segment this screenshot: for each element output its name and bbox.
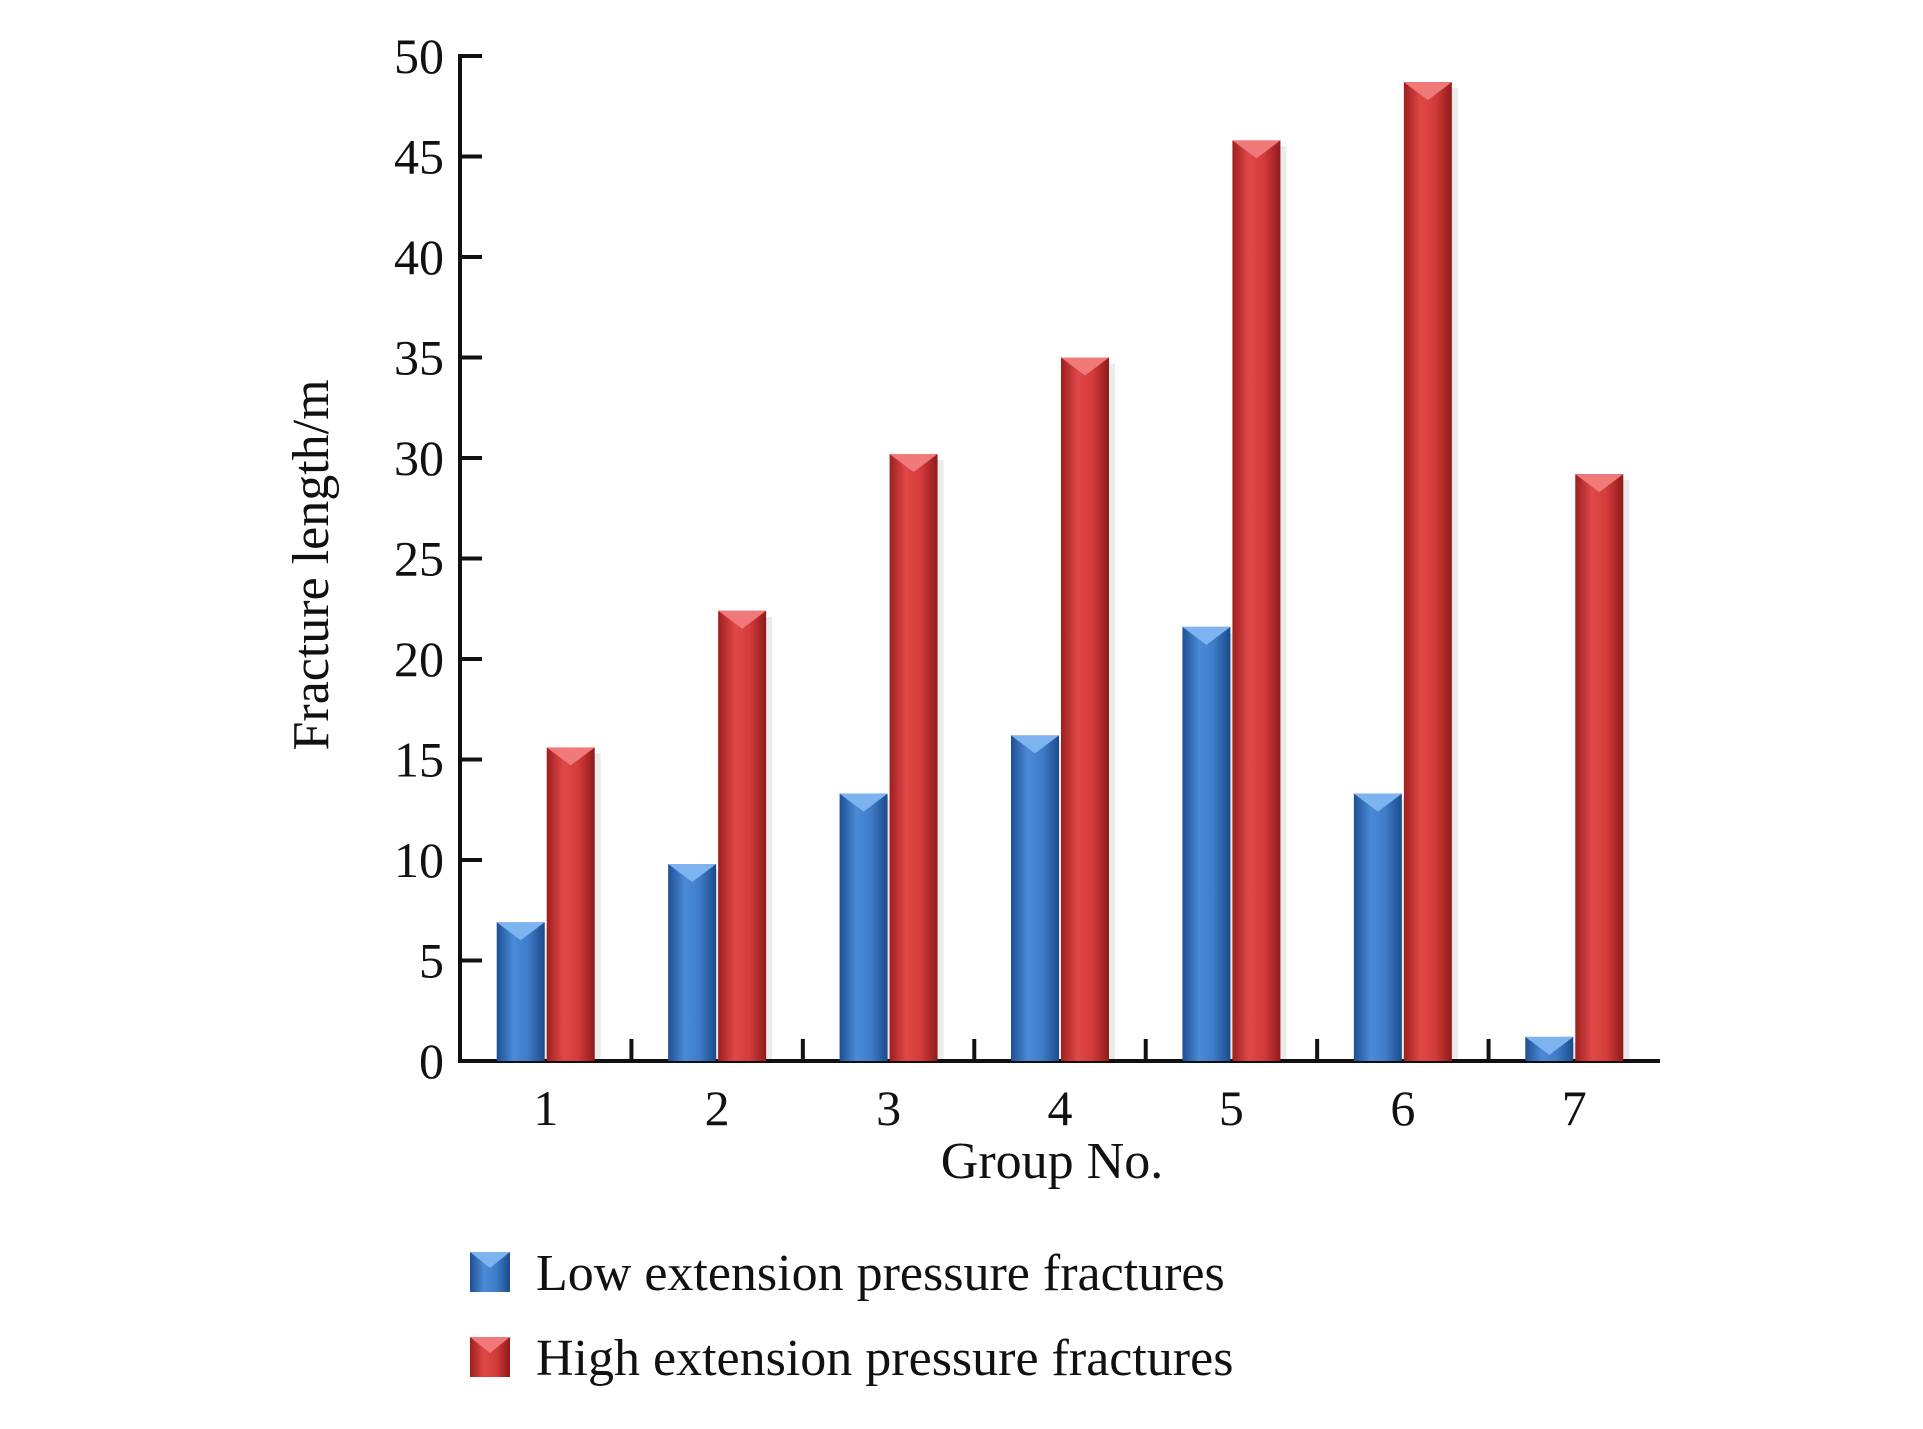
- bar-high-extension: [1403, 82, 1452, 1061]
- y-tick-label: 50: [394, 28, 444, 84]
- y-tick-label: 35: [394, 330, 444, 386]
- y-tick-label: 40: [394, 229, 444, 285]
- x-tick-label: 6: [1390, 1080, 1415, 1136]
- x-tick-label: 4: [1048, 1080, 1073, 1136]
- bar-high-extension: [718, 610, 767, 1061]
- bar-high-extension: [1575, 474, 1624, 1062]
- bar-low-extension: [668, 864, 717, 1061]
- bar-high-extension-cap: [1403, 82, 1452, 101]
- chart-legend: Low extension pressure fractures High ex…: [470, 1245, 1233, 1387]
- y-axis-ticks: 0 5 10 15 20 25 30 35 40 45 50: [394, 28, 482, 1089]
- bar-low-extension: [1353, 793, 1402, 1061]
- legend-label-low: Low extension pressure fractures: [536, 1245, 1225, 1302]
- legend-swatch-low-cap: [470, 1252, 510, 1268]
- x-tick-label: 7: [1562, 1080, 1587, 1136]
- bar-low-extension-cap: [1353, 793, 1402, 812]
- bar-low-extension-cap: [496, 922, 545, 941]
- bar-high-extension-cap: [1232, 140, 1281, 159]
- bar-low-extension: [496, 922, 545, 1061]
- y-tick-label: 10: [394, 832, 444, 888]
- bar-high-extension-cap: [718, 610, 767, 629]
- y-tick-label: 5: [419, 933, 444, 989]
- bar-high-extension: [889, 453, 938, 1062]
- x-tick-label: 1: [533, 1080, 558, 1136]
- x-axis-ticks: 1 2 3 4 5 6 7: [533, 1039, 1587, 1136]
- x-axis-title: Group No.: [941, 1133, 1163, 1190]
- bar-low-extension: [1182, 626, 1231, 1061]
- legend-label-high: High extension pressure fractures: [536, 1330, 1233, 1387]
- bar-low-extension: [839, 793, 888, 1061]
- bar-low-extension-cap: [668, 864, 717, 883]
- bar-high-extension-cap: [1061, 357, 1109, 376]
- bar-high-extension-cap: [889, 453, 938, 472]
- bar-low-extension-cap: [839, 793, 888, 812]
- bar-low-extension: [1011, 735, 1059, 1061]
- y-tick-label: 20: [394, 631, 444, 687]
- x-tick-label: 2: [705, 1080, 730, 1136]
- bar-high-extension: [1061, 357, 1109, 1061]
- bar-series: [496, 82, 1630, 1062]
- bar-high-extension: [1232, 140, 1281, 1062]
- bar-low-extension-cap: [1525, 1036, 1574, 1055]
- bar-low-extension-cap: [1182, 626, 1231, 645]
- y-tick-label: 25: [394, 531, 444, 587]
- x-tick-label: 5: [1219, 1080, 1244, 1136]
- bar-high-extension-cap: [546, 747, 595, 766]
- y-tick-label: 0: [419, 1033, 444, 1089]
- y-tick-label: 15: [394, 732, 444, 788]
- y-tick-label: 30: [394, 430, 444, 486]
- y-tick-label: 45: [394, 129, 444, 185]
- bar-high-extension: [546, 747, 595, 1061]
- bar-high-extension-cap: [1575, 474, 1624, 493]
- legend-swatch-high-cap: [470, 1337, 510, 1353]
- y-axis-title: Fracture length/m: [283, 379, 340, 750]
- legend-item-low: Low extension pressure fractures: [470, 1245, 1225, 1302]
- legend-item-high: High extension pressure fractures: [470, 1330, 1233, 1387]
- x-tick-label: 3: [876, 1080, 901, 1136]
- bar-low-extension-cap: [1011, 735, 1059, 754]
